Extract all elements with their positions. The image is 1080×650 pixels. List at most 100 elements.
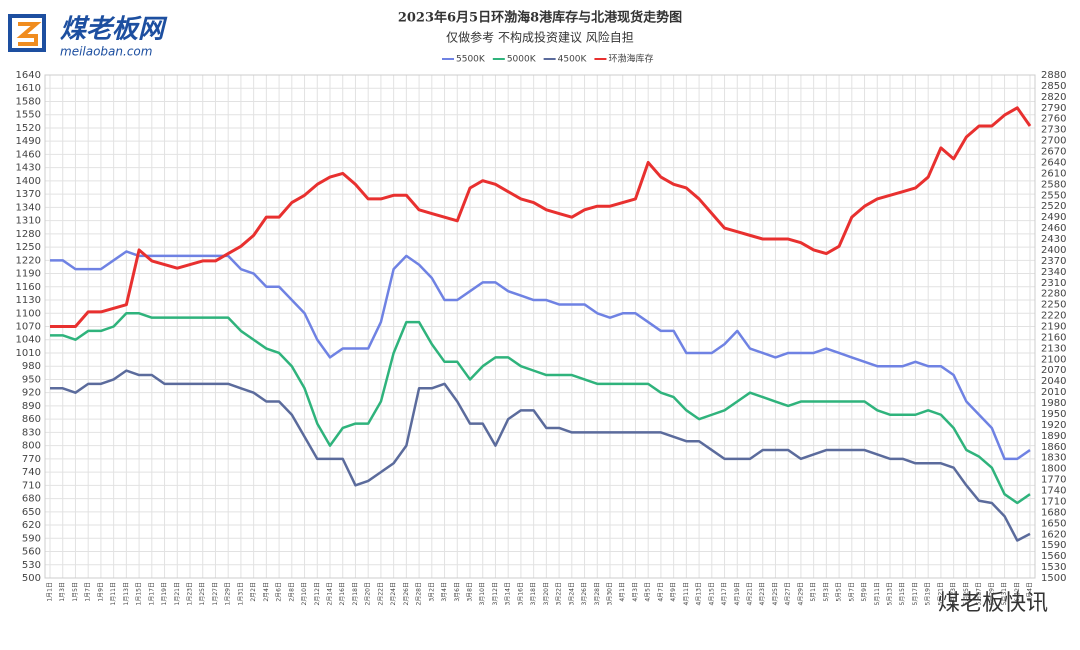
y-tick-label: 500	[22, 573, 41, 584]
x-tick-label: 5月15日	[899, 582, 906, 605]
y2-tick-label: 1860	[1041, 442, 1066, 453]
y-tick-label: 620	[22, 520, 41, 531]
y2-tick-label: 2880	[1041, 70, 1066, 81]
x-tick-label: 3月16日	[517, 582, 524, 605]
x-tick-label: 1月25日	[199, 582, 206, 605]
y-tick-label: 1010	[16, 348, 41, 359]
x-tick-label: 1月9日	[97, 582, 104, 602]
y-tick-label: 1250	[16, 242, 41, 253]
y2-tick-label: 2430	[1041, 234, 1066, 245]
y2-tick-label: 2190	[1041, 322, 1066, 333]
x-tick-label: 1月15日	[136, 582, 143, 605]
x-tick-label: 2月18日	[352, 582, 359, 605]
y2-tick-label: 2370	[1041, 256, 1066, 267]
x-tick-label: 1月5日	[72, 582, 79, 602]
x-tick-label: 6月4日	[1027, 582, 1034, 602]
watermark: 煤老板快讯	[938, 591, 1048, 616]
y-tick-label: 1520	[16, 123, 41, 134]
series-line	[50, 250, 1031, 461]
y2-tick-label: 2160	[1041, 332, 1066, 343]
y-tick-label: 1550	[16, 110, 41, 121]
logo-icon	[8, 14, 46, 52]
y2-tick-label: 2100	[1041, 354, 1066, 365]
x-tick-label: 4月27日	[785, 582, 792, 605]
legend-label: 5000K	[507, 55, 537, 65]
series-line	[50, 369, 1031, 542]
y-tick-label: 650	[22, 507, 41, 518]
y2-tick-label: 1740	[1041, 486, 1066, 497]
x-tick-label: 5月31日	[1001, 582, 1008, 605]
y2-tick-label: 2070	[1041, 365, 1066, 376]
x-tick-label: 1月19日	[161, 582, 168, 605]
x-tick-label: 2月22日	[377, 582, 384, 605]
y-tick-label: 800	[22, 441, 41, 452]
x-tick-label: 2月24日	[390, 582, 397, 605]
x-tick-label: 3月30日	[607, 582, 614, 605]
x-tick-label: 4月23日	[759, 582, 766, 605]
y2-tick-label: 1680	[1041, 507, 1066, 518]
plot-border	[44, 74, 1036, 579]
x-tick-label: 4月15日	[708, 582, 715, 605]
y2-tick-label: 1590	[1041, 540, 1066, 551]
y2-tick-label: 2010	[1041, 387, 1066, 398]
x-tick-label: 3月26日	[581, 582, 588, 605]
y-tick-label: 710	[22, 480, 41, 491]
x-tick-label: 5月9日	[861, 582, 868, 602]
y-tick-label: 1490	[16, 136, 41, 147]
y2-tick-label: 2040	[1041, 376, 1066, 387]
x-tick-label: 3月22日	[556, 582, 563, 605]
y2-tick-label: 1650	[1041, 518, 1066, 529]
y-tick-label: 1280	[16, 229, 41, 240]
y-tick-label: 1640	[16, 70, 41, 81]
y2-tick-label: 2700	[1041, 136, 1066, 147]
y2-tick-label: 2760	[1041, 114, 1066, 125]
x-tick-label: 3月2日	[428, 582, 435, 602]
x-tick-label: 5月5日	[836, 582, 843, 602]
y2-tick-label: 2280	[1041, 289, 1066, 300]
x-tick-label: 4月7日	[657, 582, 664, 602]
x-tick-label: 2月16日	[339, 582, 346, 605]
y2-tick-label: 1500	[1041, 573, 1066, 584]
y2-tick-label: 2400	[1041, 245, 1066, 256]
x-tick-label: 1月7日	[85, 582, 92, 602]
x-tick-label: 2月2日	[250, 582, 257, 602]
x-tick-label: 3月4日	[441, 582, 448, 602]
y2-tick-label: 1710	[1041, 496, 1066, 507]
y2-tick-label: 2730	[1041, 125, 1066, 136]
x-tick-label: 1月17日	[148, 582, 155, 605]
y2-tick-label: 2550	[1041, 190, 1066, 201]
x-tick-label: 1月1日	[47, 582, 54, 602]
x-tick-label: 2月6日	[276, 582, 283, 602]
x-tick-label: 5月7日	[848, 582, 855, 602]
x-tick-label: 5月23日	[950, 582, 957, 605]
y2-tick-label: 2310	[1041, 278, 1066, 289]
y-tick-label: 1070	[16, 322, 41, 333]
x-tick-label: 4月21日	[747, 582, 754, 605]
y2-tick-label: 2610	[1041, 168, 1066, 179]
y-tick-label: 1610	[16, 83, 41, 94]
logo-text: 煤老板网	[60, 15, 168, 45]
legend-label: 5500K	[456, 55, 486, 65]
logo-mark	[16, 22, 42, 46]
x-tick-label: 3月28日	[594, 582, 601, 605]
x-tick-label: 4月11日	[683, 582, 690, 605]
y-tick-label: 740	[22, 467, 41, 478]
x-tick-label: 2月10日	[301, 582, 308, 605]
x-tick-label: 3月24日	[568, 582, 575, 605]
y-tick-label: 1160	[16, 282, 41, 293]
x-tick-label: 3月8日	[467, 582, 474, 602]
y-tick-label: 560	[22, 547, 41, 558]
x-tick-label: 5月25日	[963, 582, 970, 605]
x-tick-label: 1月27日	[212, 582, 219, 605]
y2-tick-label: 2640	[1041, 157, 1066, 168]
x-tick-label: 5月19日	[925, 582, 932, 605]
x-tick-label: 6月2日	[1014, 582, 1021, 602]
y-tick-label: 770	[22, 454, 41, 465]
x-tick-label: 5月21日	[937, 582, 944, 605]
x-tick-label: 3月20日	[543, 582, 550, 605]
y-tick-label: 1460	[16, 149, 41, 160]
y-tick-label: 980	[22, 361, 41, 372]
y2-tick-label: 1920	[1041, 420, 1066, 431]
x-tick-label: 4月29日	[797, 582, 804, 605]
